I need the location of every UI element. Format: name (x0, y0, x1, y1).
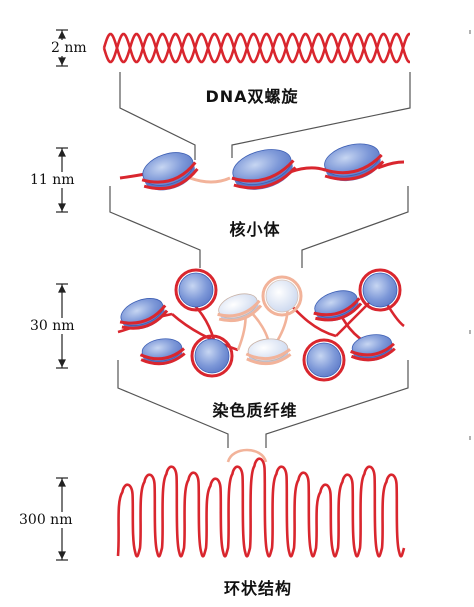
stage-label-dna-helix: DNA双螺旋 (205, 87, 299, 106)
stage-label-chromatin-fiber: 染色质纤维 (212, 401, 298, 420)
nucleosome-face (261, 275, 303, 317)
nucleosome-face (190, 334, 234, 378)
nucleosome (139, 338, 186, 366)
looped-domains (116, 457, 406, 558)
nucleosome (350, 334, 396, 362)
nucleosome (313, 290, 363, 322)
dna-helix (102, 32, 410, 64)
fiber-nucleosomes (119, 268, 402, 382)
scale-label-11nm: 11 nm (29, 172, 76, 188)
connector-nucleosome-to-fiber (109, 186, 409, 268)
nucleosome-face (358, 268, 402, 312)
scale-bar-300nm (56, 477, 68, 561)
connector-fiber-to-loops (117, 360, 409, 448)
scale-label-2nm: 2 nm (50, 40, 88, 56)
stage-label-nucleosome: 核小体 (229, 220, 281, 239)
loop-top-arc (226, 448, 268, 463)
nucleosome (245, 338, 292, 366)
nucleosome (231, 149, 297, 190)
nucleosome (217, 293, 263, 323)
scale-label-300nm: 300 nm (18, 512, 74, 528)
nucleosome (322, 143, 385, 182)
connector-helix-to-nucleosome (119, 72, 411, 160)
nucleosome-group (141, 143, 385, 191)
nucleosome-face (174, 268, 218, 312)
nucleosome (141, 152, 199, 191)
nucleosome (119, 298, 169, 330)
stage-label-looped-domains: 环状结构 (223, 579, 293, 598)
scale-label-30nm: 30 nm (29, 318, 76, 334)
nucleosome-face (302, 338, 346, 382)
